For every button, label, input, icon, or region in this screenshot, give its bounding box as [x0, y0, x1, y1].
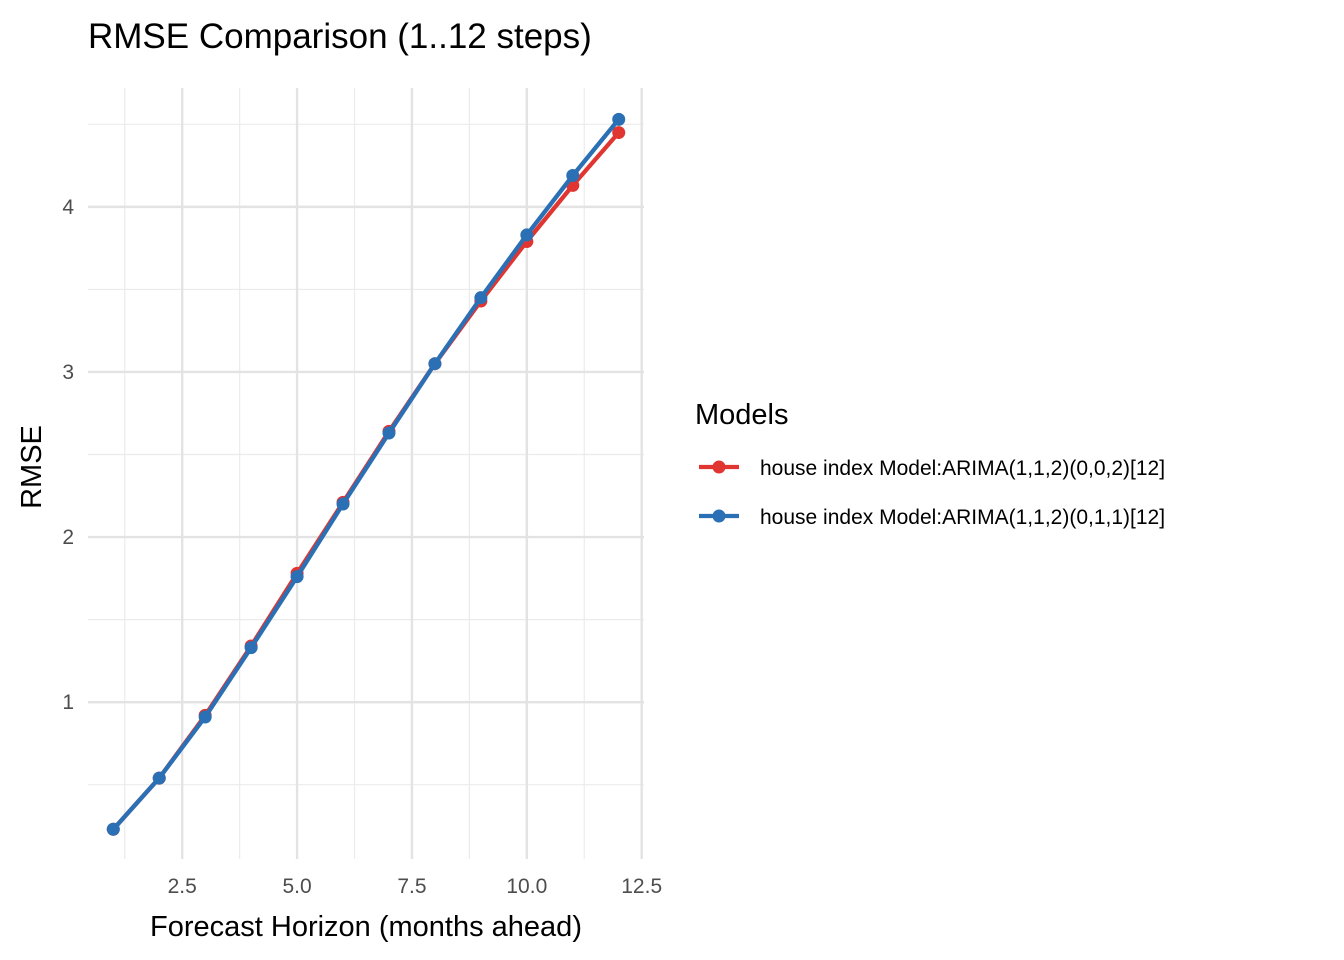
y-tick-label: 3 [62, 361, 74, 384]
x-axis-title: Forecast Horizon (months ahead) [150, 911, 582, 943]
data-point [198, 710, 212, 724]
data-point [474, 291, 488, 305]
data-point [106, 822, 120, 836]
legend: Models house index Model:ARIMA(1,1,2)(0,… [695, 399, 1165, 529]
legend-label: house index Model:ARIMA(1,1,2)(0,0,2)[12… [760, 457, 1165, 480]
chart-title: RMSE Comparison (1..12 steps) [88, 17, 592, 56]
x-axis-ticks: 2.5 5.0 7.5 10.0 12.5 [168, 875, 663, 898]
series-layer [106, 112, 626, 836]
legend-item: house index Model:ARIMA(1,1,2)(0,0,2)[12… [699, 457, 1165, 480]
legend-label: house index Model:ARIMA(1,1,2)(0,1,1)[12… [760, 506, 1165, 529]
y-axis-ticks: 1 2 3 4 [62, 196, 74, 714]
data-point [520, 228, 534, 242]
x-tick-label: 7.5 [397, 875, 426, 898]
data-point [566, 169, 580, 183]
data-point [612, 126, 626, 140]
data-point [290, 570, 304, 584]
y-tick-label: 1 [62, 691, 74, 714]
data-point [382, 426, 396, 440]
legend-key-point [712, 460, 726, 474]
legend-key-point [712, 509, 726, 523]
x-tick-label: 5.0 [282, 875, 311, 898]
data-point [244, 641, 258, 655]
series-line [111, 117, 621, 832]
y-axis-title: RMSE [16, 425, 48, 509]
x-tick-label: 12.5 [621, 875, 662, 898]
data-point [336, 497, 350, 511]
data-point [428, 357, 442, 371]
data-point [152, 771, 166, 785]
series-1 [106, 126, 626, 836]
series-2 [106, 112, 626, 836]
y-tick-label: 4 [62, 196, 74, 219]
x-tick-label: 2.5 [168, 875, 197, 898]
legend-title: Models [695, 399, 789, 431]
grid [88, 88, 644, 859]
x-tick-label: 10.0 [506, 875, 547, 898]
data-point [612, 112, 626, 126]
legend-item: house index Model:ARIMA(1,1,2)(0,1,1)[12… [699, 506, 1165, 529]
y-tick-label: 2 [62, 526, 74, 549]
legend-items: house index Model:ARIMA(1,1,2)(0,0,2)[12… [699, 457, 1165, 529]
series-line [111, 130, 621, 832]
